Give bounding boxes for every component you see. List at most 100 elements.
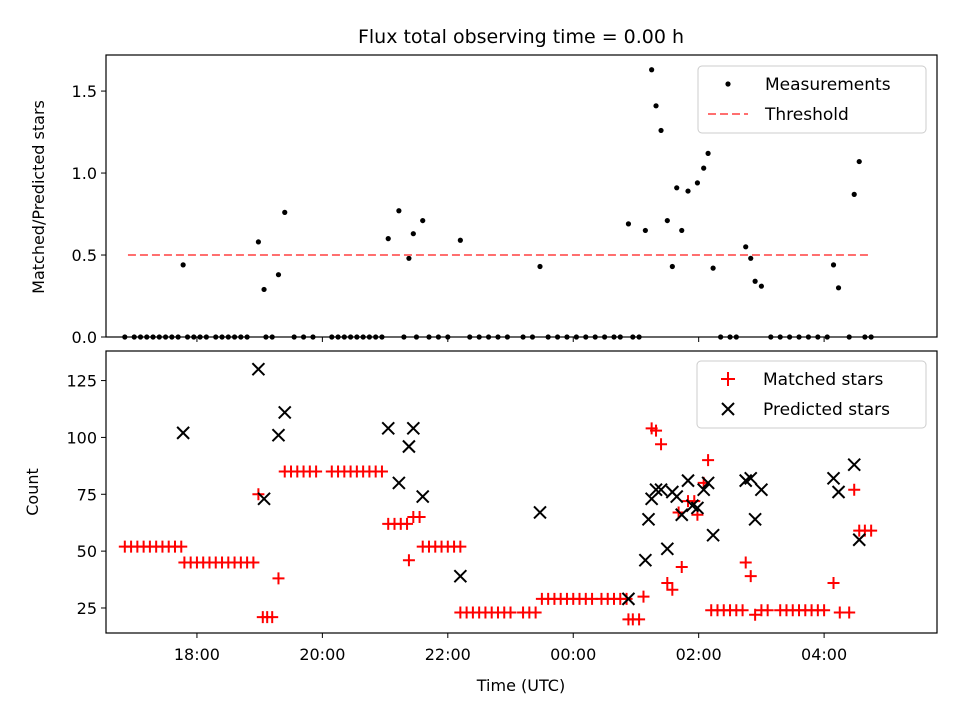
measurement-point xyxy=(835,285,842,291)
measurement-point xyxy=(685,188,691,194)
measurement-point xyxy=(694,180,701,186)
matched-star-point xyxy=(744,570,757,583)
matched-star-point xyxy=(454,540,467,553)
measurement-point xyxy=(658,127,664,134)
measurement-point xyxy=(282,209,288,215)
matched-star-point xyxy=(848,483,861,496)
measurement-point xyxy=(701,165,707,171)
matched-star-point xyxy=(818,604,831,617)
predicted-star-point xyxy=(690,501,705,515)
measurement-point xyxy=(752,278,758,284)
matched-star-point xyxy=(843,606,856,619)
predicted-star-point xyxy=(660,542,675,556)
predicted-star-point xyxy=(826,471,841,486)
legend-predicted-label: Predicted stars xyxy=(763,400,890,420)
ratio-panel: Flux total observing time = 0.00 h Match… xyxy=(29,26,938,347)
legend-predicted-marker xyxy=(721,402,735,416)
ratio-y-tick-label: 1.0 xyxy=(72,164,97,183)
matched-star-point xyxy=(650,424,663,437)
legend-matched-marker xyxy=(721,372,735,386)
predicted-star-point xyxy=(681,473,695,488)
matched-star-point xyxy=(675,561,688,574)
predicted-star-point xyxy=(744,471,758,486)
predicted-star-point xyxy=(402,439,416,454)
measurement-point xyxy=(385,236,391,242)
measurement-point xyxy=(537,263,543,270)
measurement-point xyxy=(851,191,857,197)
predicted-star-point xyxy=(831,485,846,499)
predicted-star-point xyxy=(257,492,271,506)
ratio-plot-frame xyxy=(105,54,938,338)
count-y-tick-label: 100 xyxy=(66,428,97,447)
predicted-star-point xyxy=(638,553,653,567)
matched-star-point xyxy=(666,583,679,596)
measurement-point xyxy=(180,262,186,268)
measurement-point xyxy=(743,244,749,250)
count-y-tick-label: 25 xyxy=(77,599,97,618)
predicted-star-point xyxy=(251,362,266,376)
matched-star-point xyxy=(529,606,542,619)
matched-star-point xyxy=(761,604,774,617)
measurement-point xyxy=(457,237,463,243)
predicted-star-point xyxy=(706,528,720,542)
matched-star-point xyxy=(266,611,279,624)
count-x-tick-label: 04:00 xyxy=(801,645,847,664)
predicted-star-point xyxy=(381,421,395,436)
legend-measurements-label: Measurements xyxy=(765,75,891,95)
count-plot-frame xyxy=(105,350,938,634)
measurement-point xyxy=(255,239,262,245)
ratio-y-tick-label: 1.5 xyxy=(72,82,97,101)
matched-star-point xyxy=(272,572,285,585)
matched-star-point xyxy=(375,465,388,478)
matched-star-point xyxy=(739,556,752,569)
predicted-star-point xyxy=(621,592,636,606)
matched-star-point xyxy=(247,556,260,569)
matched-star-point xyxy=(310,465,323,478)
measurement-point xyxy=(420,217,426,224)
measurement-point xyxy=(705,150,711,156)
measurement-point xyxy=(664,217,670,224)
count-legend-frame xyxy=(696,360,927,429)
measurement-point xyxy=(653,103,659,109)
legend-matched-label: Matched stars xyxy=(763,370,883,390)
predicted-star-point xyxy=(675,508,689,522)
count-x-tick-label: 00:00 xyxy=(550,645,596,664)
predicted-star-point xyxy=(649,483,663,497)
measurement-point xyxy=(856,158,862,165)
predicted-star-point xyxy=(641,512,656,526)
measurement-point xyxy=(748,255,754,261)
predicted-star-point xyxy=(701,476,715,490)
measurement-point xyxy=(669,263,675,270)
measurement-point xyxy=(625,221,632,227)
measurement-point xyxy=(410,231,416,237)
ratio-y-tick-label: 0.5 xyxy=(72,246,97,265)
count-x-tick-label: 02:00 xyxy=(676,645,722,664)
count-x-tick-label: 18:00 xyxy=(174,645,220,664)
count-x-tick-label: 20:00 xyxy=(299,645,345,664)
legend-measurements-marker xyxy=(725,81,731,87)
predicted-star-point xyxy=(406,421,421,436)
measurement-point xyxy=(406,255,412,261)
matched-star-point xyxy=(504,606,517,619)
measurement-point xyxy=(674,185,680,191)
predicted-star-point xyxy=(271,428,286,442)
matched-star-point xyxy=(175,540,188,553)
matched-star-point xyxy=(749,608,762,621)
predicted-star-point xyxy=(533,505,547,520)
measurement-point xyxy=(261,286,267,293)
count-y-tick-label: 125 xyxy=(66,372,97,391)
predicted-star-point xyxy=(847,458,861,472)
count-plot-area: 25 50 75 100 125 18:00 20:00 22:00 00:00 02:00 04:… xyxy=(66,362,878,664)
measurement-point xyxy=(396,208,402,214)
predicted-star-point xyxy=(392,476,406,490)
matched-star-point xyxy=(655,438,668,451)
measurement-point xyxy=(710,265,716,271)
ratio-y-axis-label: Matched/Predicted stars xyxy=(29,100,48,294)
predicted-star-point xyxy=(754,483,769,497)
count-legend: Matched stars Predicted stars xyxy=(696,360,927,429)
predicted-star-point xyxy=(278,405,292,420)
measurement-point xyxy=(649,67,655,73)
count-y-axis-label: Count xyxy=(23,468,42,516)
predicted-star-point xyxy=(852,533,866,547)
